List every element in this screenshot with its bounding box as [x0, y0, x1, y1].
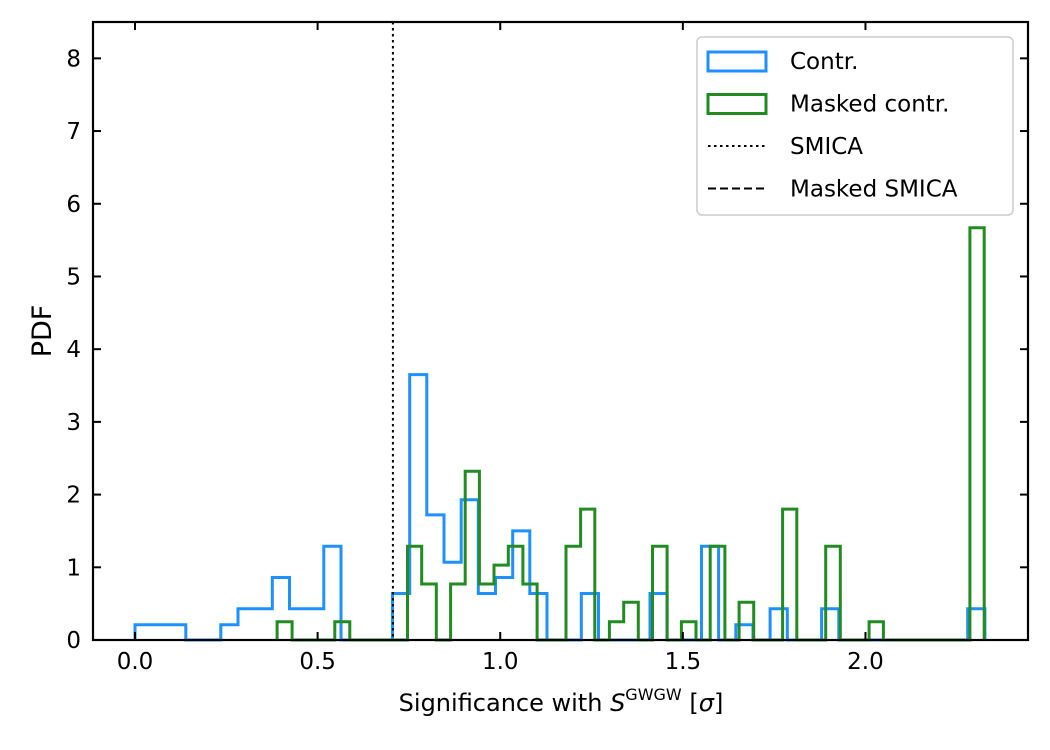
histogram-series-contr	[133, 373, 987, 642]
legend-box	[696, 36, 1014, 216]
x-axis-label-prefix: Significance with	[399, 689, 610, 717]
x-tick-label-3: 1.5	[665, 649, 702, 675]
y-axis-label: PDF	[27, 305, 58, 358]
legend-label-masked-contr: Masked contr.	[790, 92, 949, 118]
y-tick-label-1: 1	[66, 555, 81, 581]
y-tick-label-2: 2	[66, 483, 81, 509]
y-tick-label-0: 0	[66, 628, 81, 654]
legend-swatch-contr	[706, 50, 768, 73]
x-tick-label-2: 1.0	[482, 649, 519, 675]
legend-label-contr: Contr.	[790, 49, 858, 75]
tick-layer: 0.0 0.5 1.0 1.5 2.0 0 1 2 3 4 5 6 7 8	[66, 22, 1028, 675]
x-tick-label-0: 0.0	[117, 649, 154, 675]
y-tick-label-4: 4	[66, 337, 81, 363]
legend-swatch-masked-contr	[706, 93, 768, 115]
axes-frame	[91, 20, 1030, 642]
legend-label-smica: SMICA	[790, 134, 863, 160]
y-tick-label-5: 5	[66, 264, 81, 290]
y-tick-label-7: 7	[66, 119, 81, 145]
x-axis-label-symbol: S	[610, 689, 625, 717]
y-tick-label-3: 3	[66, 410, 81, 436]
x-axis-label-suffix-open: [	[682, 689, 699, 717]
x-axis-label: Significance with SGWGW [σ]	[399, 685, 724, 717]
x-tick-label-1: 0.5	[299, 649, 336, 675]
legend: Contr. Masked contr. SMICA Masked SMICA	[696, 36, 1014, 216]
x-tick-label-4: 2.0	[847, 649, 884, 675]
y-tick-label-6: 6	[66, 192, 81, 218]
x-axis-label-suffix-close: ]	[714, 689, 723, 717]
legend-label-masked-smica: Masked SMICA	[790, 177, 958, 203]
x-axis-label-sigma: σ	[699, 689, 715, 717]
y-tick-label-8: 8	[66, 46, 81, 72]
x-axis-label-superscript: GWGW	[625, 685, 682, 704]
